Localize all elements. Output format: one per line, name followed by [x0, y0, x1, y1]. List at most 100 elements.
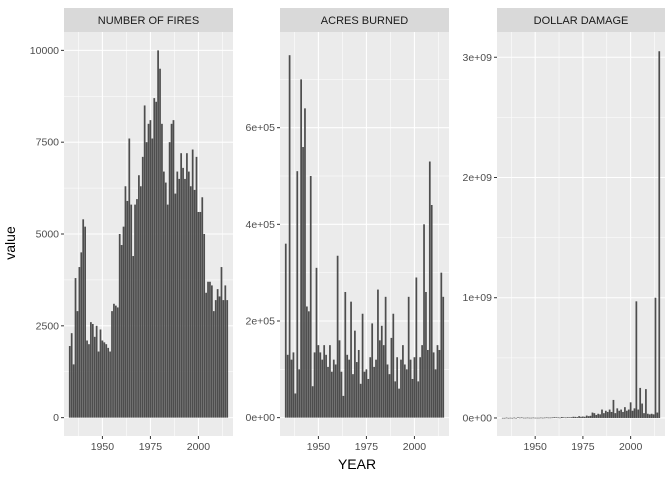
bar: [136, 199, 138, 418]
bar: [95, 325, 98, 418]
bar: [304, 108, 306, 418]
bar: [334, 364, 337, 418]
bar: [195, 156, 198, 418]
bar: [172, 120, 175, 418]
y-tick-label: 6e+05: [246, 122, 276, 134]
bar: [538, 417, 540, 419]
bar: [559, 417, 561, 419]
bar: [656, 412, 659, 418]
x-tick-label: 1975: [571, 441, 595, 453]
y-tick-label: 3e+09: [463, 52, 493, 64]
bar: [157, 50, 159, 418]
bar: [174, 193, 177, 418]
bar: [625, 410, 628, 418]
bar: [428, 161, 431, 418]
bar: [643, 413, 645, 418]
bar: [191, 149, 194, 418]
facet-panel-2: ACRES BURNED 0e+00 2e+05 4e+05 6e+05 1950 1975…: [246, 8, 449, 453]
bar: [329, 345, 331, 418]
bar: [658, 51, 661, 418]
bar: [124, 186, 127, 418]
bar: [591, 412, 594, 418]
bar: [536, 417, 538, 419]
bar: [168, 142, 171, 418]
bar: [614, 413, 617, 418]
bar: [176, 171, 179, 418]
bar: [378, 340, 381, 418]
bar: [637, 409, 640, 418]
bar: [211, 285, 213, 418]
bar: [616, 408, 619, 418]
bar: [74, 278, 77, 418]
facet-panels: NUMBER OF FIRES 0 2500 5000 7500 10000 1950 197…: [30, 8, 665, 453]
bar: [572, 416, 575, 418]
bar: [557, 417, 559, 419]
y-tick-label: 0: [53, 412, 59, 424]
bar: [207, 281, 209, 418]
bar: [340, 371, 343, 418]
bar: [375, 359, 377, 418]
bar: [103, 342, 106, 418]
bar: [132, 256, 135, 418]
x-tick-label: 1950: [91, 441, 115, 453]
bar: [641, 403, 643, 418]
bar: [618, 410, 621, 418]
bar: [648, 414, 651, 418]
bar: [153, 98, 156, 418]
bar: [530, 417, 533, 419]
bar: [532, 417, 535, 419]
bar: [78, 267, 81, 418]
bar: [608, 409, 611, 418]
bar: [371, 323, 374, 418]
bar: [568, 417, 571, 418]
bar: [357, 349, 360, 418]
bar: [327, 366, 329, 418]
bar: [561, 417, 563, 418]
bar: [365, 369, 368, 418]
bar: [547, 417, 550, 419]
bar: [511, 417, 514, 419]
bar: [118, 234, 121, 418]
bar: [515, 417, 517, 419]
bar: [430, 205, 433, 418]
bar: [170, 123, 173, 418]
bar: [139, 186, 142, 418]
bar: [114, 305, 117, 418]
bar: [405, 369, 408, 418]
bar: [639, 387, 642, 418]
facet-panel-1: NUMBER OF FIRES 0 2500 5000 7500 10000 1950 197…: [30, 8, 233, 453]
bar: [442, 296, 445, 418]
bar: [543, 417, 546, 419]
bar: [593, 413, 596, 418]
bar: [113, 303, 115, 418]
bar: [90, 322, 92, 418]
bar: [186, 153, 188, 418]
bar: [182, 167, 184, 418]
bar: [199, 211, 202, 418]
bar: [178, 178, 181, 418]
bar: [138, 175, 140, 418]
bar: [205, 292, 207, 418]
bar: [313, 352, 316, 418]
facet-strip: [280, 8, 449, 32]
bar: [352, 374, 354, 418]
bar: [161, 123, 163, 418]
bar: [507, 417, 510, 419]
x-tick-label: 1975: [139, 441, 163, 453]
bar: [120, 245, 123, 418]
bar: [306, 306, 308, 418]
y-tick-label: 1e+09: [463, 292, 493, 304]
bar: [503, 417, 506, 419]
bar: [576, 417, 579, 418]
bar: [122, 226, 125, 418]
y-tick-label: 2e+09: [463, 172, 493, 184]
facet-strip: [64, 8, 233, 32]
bar: [363, 371, 366, 418]
y-tick-label: 0e+00: [463, 412, 493, 424]
bar: [298, 369, 301, 418]
bar: [413, 357, 416, 418]
bar: [342, 395, 345, 418]
bar: [284, 243, 287, 418]
bar: [423, 224, 425, 418]
x-tick-label: 1950: [307, 441, 331, 453]
